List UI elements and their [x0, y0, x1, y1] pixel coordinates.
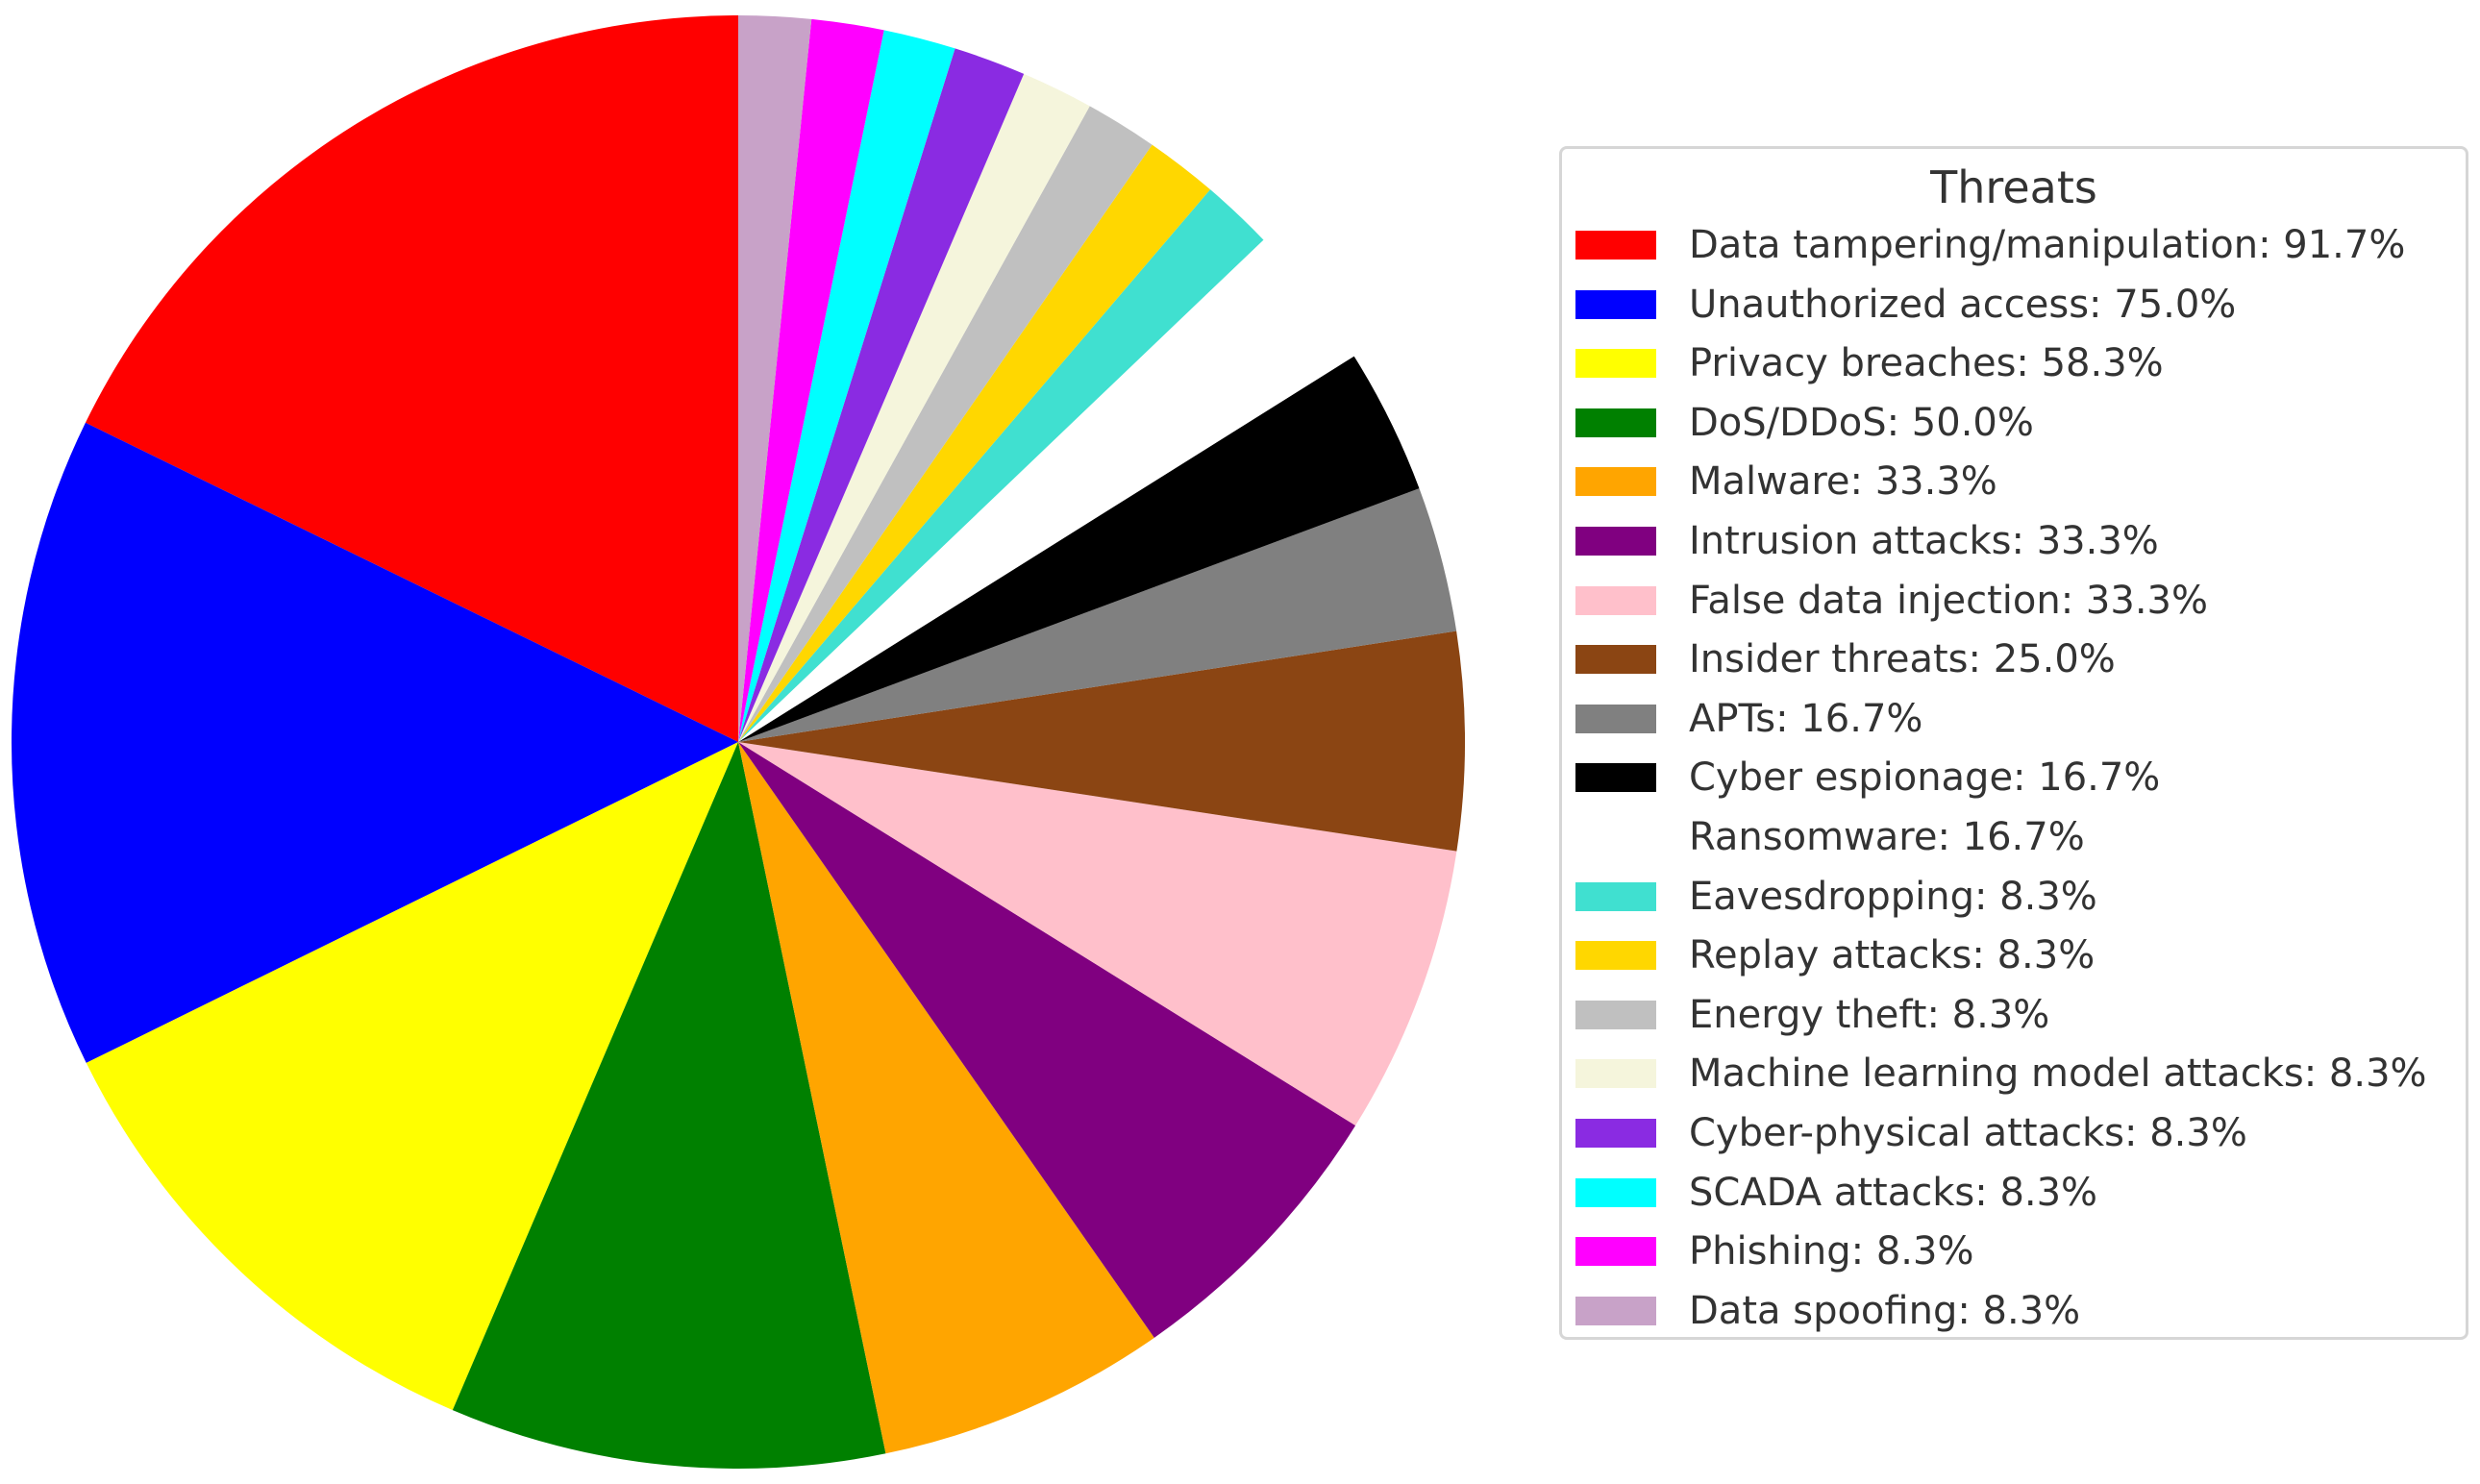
legend-title: Threats: [1930, 161, 2097, 213]
pie-slice-13: [738, 106, 1153, 743]
legend-label: Phishing: 8.3%: [1689, 1229, 1974, 1274]
pie-chart: [11, 14, 1465, 1469]
legend-swatch: [1575, 1177, 1656, 1207]
pie-slice-5: [738, 742, 1356, 1338]
legend-item: SCADA attacks: 8.3%: [1575, 1164, 2097, 1222]
legend: Threats Data tampering/manipulation: 91.…: [1559, 146, 2468, 1340]
pie-slice-17: [738, 18, 884, 743]
pie-slice-1: [11, 422, 739, 1063]
legend-swatch: [1575, 585, 1656, 615]
pie-slice-2: [86, 742, 739, 1411]
legend-item: Phishing: 8.3%: [1575, 1223, 1973, 1280]
legend-label: Cyber-physical attacks: 8.3%: [1689, 1111, 2247, 1155]
pie-slice-3: [452, 742, 886, 1469]
legend-item: Machine learning model attacks: 8.3%: [1575, 1045, 2427, 1102]
legend-swatch: [1575, 823, 1656, 852]
pie-slice-11: [738, 189, 1264, 742]
pie-slice-15: [738, 48, 1025, 743]
legend-swatch: [1575, 1296, 1656, 1325]
legend-item: Malware: 33.3%: [1575, 453, 1997, 510]
legend-swatch: [1575, 1119, 1656, 1148]
legend-label: Eavesdropping: 8.3%: [1689, 874, 2097, 919]
legend-item: Insider threats: 25.0%: [1575, 631, 2116, 688]
pie-slice-14: [738, 73, 1090, 743]
legend-label: Cyber espionage: 16.7%: [1689, 755, 2161, 801]
pie-slice-16: [738, 30, 955, 743]
legend-label: False data injection: 33.3%: [1689, 578, 2208, 623]
legend-swatch: [1575, 349, 1656, 379]
legend-label: Ransomware: 16.7%: [1689, 815, 2085, 859]
legend-swatch: [1575, 289, 1656, 319]
legend-item: False data injection: 33.3%: [1575, 572, 2208, 630]
legend-swatch: [1575, 231, 1656, 260]
legend-label: APTs: 16.7%: [1689, 696, 1923, 741]
legend-label: DoS/DDoS: 50.0%: [1689, 400, 2034, 445]
legend-item: DoS/DDoS: 50.0%: [1575, 394, 2034, 452]
pie-slice-0: [85, 15, 739, 742]
legend-swatch: [1575, 1000, 1656, 1029]
pie-slice-8: [738, 488, 1457, 742]
pie-slice-4: [738, 742, 1154, 1454]
legend-label: Insider threats: 25.0%: [1689, 637, 2116, 682]
legend-swatch: [1575, 467, 1656, 497]
legend-item: Data tampering/manipulation: 91.7%: [1575, 216, 2405, 274]
pie-slice-12: [738, 144, 1211, 743]
pie-slice-6: [738, 742, 1457, 1126]
legend-label: SCADA attacks: 8.3%: [1689, 1170, 2098, 1215]
legend-label: Privacy breaches: 58.3%: [1689, 341, 2164, 386]
legend-label: Energy theft: 8.3%: [1689, 992, 2050, 1037]
legend-item: Replay attacks: 8.3%: [1575, 927, 2095, 984]
legend-swatch: [1575, 408, 1656, 437]
legend-swatch: [1575, 881, 1656, 911]
pie-slice-18: [738, 14, 812, 742]
legend-item: APTs: 16.7%: [1575, 690, 1922, 748]
legend-item: Eavesdropping: 8.3%: [1575, 868, 2097, 926]
legend-item: Unauthorized access: 75.0%: [1575, 276, 2236, 334]
legend-item: Energy theft: 8.3%: [1575, 986, 2049, 1044]
pie-slice-10: [738, 239, 1354, 743]
legend-item: Cyber espionage: 16.7%: [1575, 749, 2160, 806]
legend-label: Unauthorized access: 75.0%: [1689, 282, 2237, 327]
legend-label: Data spoofing: 8.3%: [1689, 1288, 2081, 1333]
pie-slice-9: [738, 356, 1420, 742]
pie-slice-7: [738, 631, 1465, 852]
legend-item: Privacy breaches: 58.3%: [1575, 334, 2164, 392]
legend-swatch: [1575, 763, 1656, 793]
legend-item: Ransomware: 16.7%: [1575, 808, 2085, 866]
legend-swatch: [1575, 941, 1656, 971]
legend-swatch: [1575, 645, 1656, 675]
legend-swatch: [1575, 527, 1656, 556]
legend-swatch: [1575, 1237, 1656, 1267]
legend-item: Data spoofing: 8.3%: [1575, 1282, 2080, 1340]
legend-label: Replay attacks: 8.3%: [1689, 933, 2096, 978]
legend-label: Data tampering/manipulation: 91.7%: [1689, 223, 2406, 267]
legend-item: Cyber-physical attacks: 8.3%: [1575, 1104, 2247, 1162]
legend-label: Machine learning model attacks: 8.3%: [1689, 1051, 2427, 1097]
legend-swatch: [1575, 1059, 1656, 1089]
legend-label: Intrusion attacks: 33.3%: [1689, 519, 2159, 563]
legend-label: Malware: 33.3%: [1689, 459, 1997, 505]
legend-item: Intrusion attacks: 33.3%: [1575, 512, 2159, 570]
legend-swatch: [1575, 704, 1656, 733]
